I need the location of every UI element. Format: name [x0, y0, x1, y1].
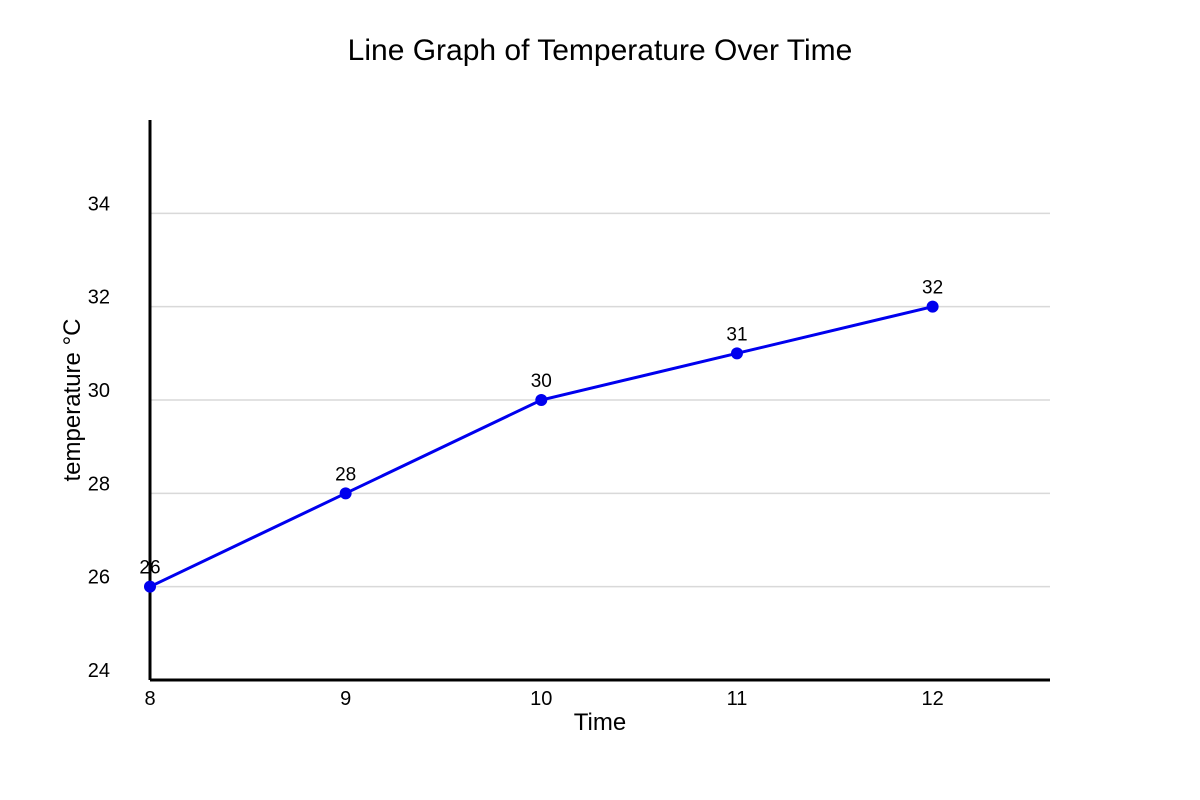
y-tick-label: 28 — [88, 473, 110, 495]
data-label: 30 — [531, 371, 552, 392]
data-point — [144, 580, 156, 593]
y-tick-label: 26 — [88, 567, 110, 589]
tick-layer: 24 26 28 30 32 34 8 9 10 11 12 — [88, 193, 944, 710]
y-tick-label: 24 — [88, 660, 110, 682]
series-layer — [144, 300, 939, 593]
chart-title: Line Graph of Temperature Over Time — [348, 34, 853, 67]
data-label: 31 — [726, 324, 747, 345]
series-line — [149, 305, 933, 589]
data-point — [730, 347, 743, 360]
y-tick-label: 34 — [88, 193, 110, 215]
data-label: 32 — [922, 278, 943, 299]
x-tick-label: 12 — [921, 688, 943, 710]
data-label: 26 — [139, 558, 160, 579]
x-tick-label: 9 — [340, 688, 351, 710]
y-tick-label: 32 — [88, 287, 110, 309]
x-tick-label: 8 — [144, 688, 155, 710]
grid-layer — [150, 212, 1050, 588]
y-tick-label: 30 — [88, 380, 110, 402]
data-point — [535, 394, 548, 406]
data-point — [926, 300, 939, 313]
x-tick-label: 10 — [530, 688, 552, 710]
x-axis-title: Time — [574, 709, 626, 736]
data-label: 28 — [335, 464, 356, 485]
y-axis-title: temperature °C — [59, 319, 86, 482]
x-tick-label: 11 — [727, 688, 748, 710]
data-point — [339, 487, 352, 500]
data-label-layer: 26 28 30 31 32 — [139, 278, 943, 579]
